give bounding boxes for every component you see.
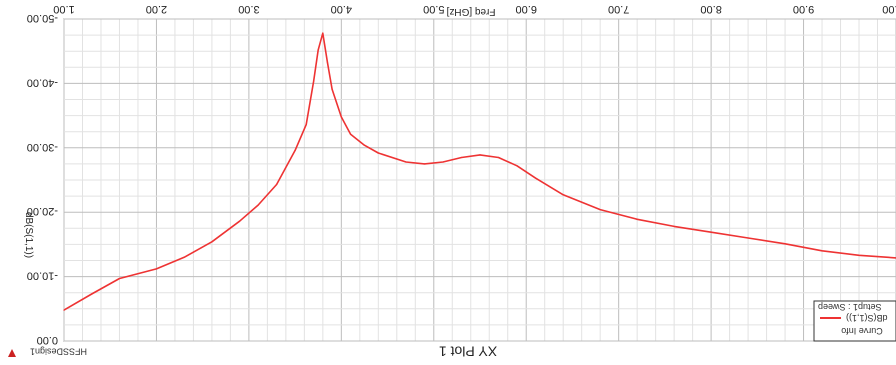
data-point: [423, 163, 426, 165]
data-point: [118, 277, 121, 280]
rotated-chart-view: XY Plot 1 HFSSDesign1 Freq [GHz] dB(S(1,…: [8, 3, 896, 360]
legend-entry: dB(S(1,1)): [846, 313, 888, 323]
tick-labels: 1.00 2.00 3.00 4.00 5.00 6.00 7.00 8.00 9.00 10.0…: [27, 3, 896, 346]
series-line-s11: [63, 32, 896, 311]
data-point: [562, 194, 564, 196]
data-point: [331, 88, 333, 90]
x-tick-label: 10.00: [882, 3, 896, 15]
data-point: [460, 156, 463, 159]
data-point: [211, 241, 213, 243]
chart-title: XY Plot 1: [439, 344, 497, 360]
data-point: [534, 177, 537, 179]
brand-label: HFSSDesign1: [30, 347, 87, 357]
grid-layer: [63, 18, 896, 342]
y-axis-title: dB(S(1,1)): [23, 212, 34, 258]
y-tick-label: -30.00: [27, 141, 58, 153]
data-point: [599, 209, 601, 211]
data-point: [497, 156, 500, 159]
data-point: [349, 133, 352, 135]
legend: Curve Info dB(S(1,1)) Setup1 : Sweep: [813, 300, 896, 342]
x-tick-label: 9.00: [793, 3, 814, 15]
data-point: [155, 268, 158, 270]
data-point: [183, 256, 185, 258]
data-point: [239, 220, 241, 222]
data-point: [257, 204, 259, 206]
y-tick-label: -10.00: [27, 270, 58, 282]
x-axis-title: Freq [GHz]: [446, 6, 495, 17]
data-point: [63, 309, 65, 311]
data-point: [340, 116, 342, 118]
data-point: [305, 124, 307, 126]
data-point: [363, 144, 366, 146]
legend-setup: Setup1 : Sweep: [818, 302, 882, 312]
data-point: [747, 237, 749, 239]
data-point: [326, 62, 329, 64]
data-point: [317, 49, 319, 51]
brand-logo-icon: [8, 349, 16, 357]
data-point: [636, 218, 638, 220]
data-point: [479, 154, 481, 156]
data-point: [673, 225, 675, 227]
data-point: [710, 231, 712, 233]
y-tick-label: -20.00: [27, 205, 58, 217]
data-point: [294, 149, 296, 151]
data-point: [858, 254, 860, 256]
x-tick-label: 6.00: [516, 3, 537, 15]
series-layer: [63, 32, 896, 311]
data-point: [821, 250, 823, 252]
x-tick-label: 3.00: [238, 3, 259, 15]
x-tick-label: 1.00: [53, 3, 74, 15]
y-tick-label: 0.00: [37, 334, 58, 346]
data-point: [377, 152, 379, 154]
data-point: [312, 80, 315, 83]
x-tick-label: 7.00: [608, 3, 629, 15]
data-point: [784, 243, 786, 245]
x-tick-label: 5.00: [423, 3, 444, 15]
data-point: [322, 32, 324, 34]
legend-header: Curve Info: [841, 326, 883, 336]
data-point: [276, 183, 278, 186]
data-point: [516, 165, 518, 167]
data-point: [91, 293, 93, 295]
y-tick-label: -40.00: [27, 76, 58, 88]
x-tick-label: 4.00: [331, 3, 352, 15]
data-point: [442, 161, 444, 163]
data-point: [405, 161, 407, 163]
legend-box: [813, 300, 896, 342]
x-tick-label: 2.00: [146, 3, 167, 15]
y-tick-label: -50.00: [27, 12, 58, 24]
x-tick-label: 8.00: [700, 3, 721, 15]
